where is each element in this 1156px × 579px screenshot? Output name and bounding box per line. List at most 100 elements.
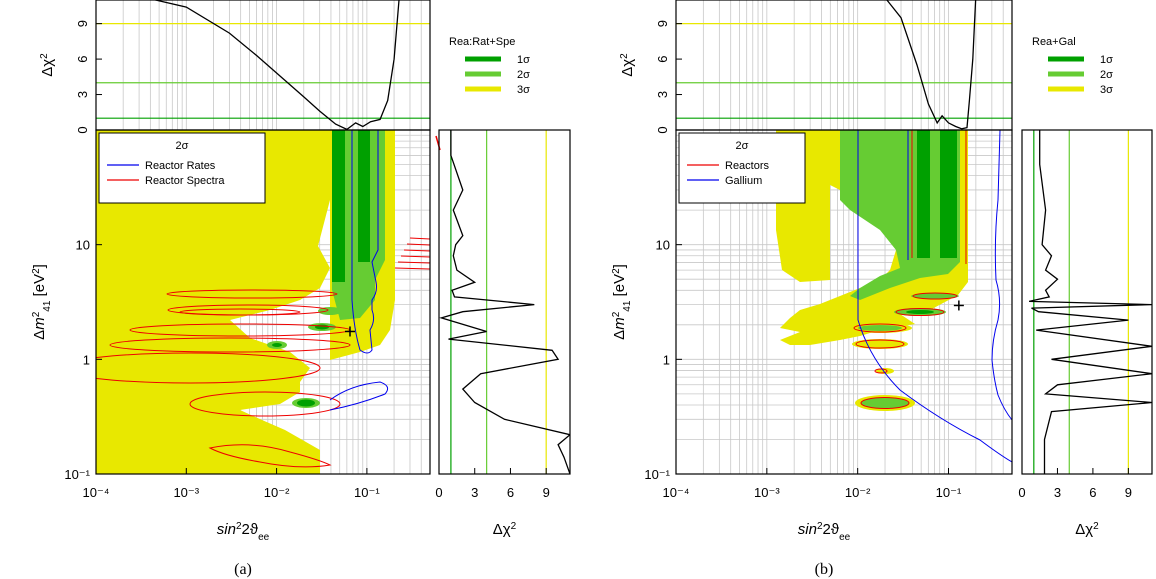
- main-legend-title: 2σ: [736, 140, 749, 152]
- panel-caption: (b): [815, 561, 834, 578]
- top-chi2-panel: [676, 0, 1012, 130]
- y-tick-label: 10: [656, 238, 670, 253]
- top-chi2-curve: [886, 0, 977, 130]
- allowed-regions: [96, 130, 430, 474]
- side-x-tick-label: 0: [1018, 485, 1025, 500]
- island-1sigma: [906, 310, 934, 314]
- side-x-tick-label: 0: [435, 485, 442, 500]
- island-2sigma: [318, 307, 342, 315]
- top-y-tick-label: 6: [655, 55, 670, 62]
- x-tick-label: 10⁻²: [264, 485, 290, 500]
- main-legend-label: Gallium: [725, 175, 762, 187]
- side-x-axis-label: Δχ2: [493, 521, 517, 539]
- side-x-tick-label: 6: [507, 485, 514, 500]
- x-tick-label: 10⁻³: [173, 485, 199, 500]
- main-y-axis-label: Δm241 [eV2]: [31, 264, 53, 340]
- reactors-contour: [855, 339, 905, 349]
- reactor-spectra-contour: [208, 444, 332, 468]
- allowed-regions: [776, 130, 1012, 463]
- confidence-legend-label: 1σ: [517, 54, 530, 66]
- side-chi2-panel: [1028, 130, 1152, 474]
- confidence-legend-title: Rea+Gal: [1032, 36, 1076, 48]
- y-tick-label: 10: [76, 238, 90, 253]
- top-y-tick-label: 3: [655, 91, 670, 98]
- top-plot-frame: [675, 0, 1013, 131]
- main-legend-label: Reactor Spectra: [145, 175, 225, 187]
- main-legend: 2σ Reactors Gallium: [678, 132, 806, 204]
- x-tick-label: 10⁻²: [845, 485, 871, 500]
- side-chi2-curve: [439, 130, 570, 474]
- side-x-axis-label: Δχ2: [1075, 521, 1099, 539]
- side-plot-frame: [438, 129, 571, 475]
- side-plot-frame: [1021, 129, 1153, 475]
- confidence-legend: Rea+Gal 1σ 2σ 3σ: [1032, 36, 1113, 96]
- panel-a: 10⁻⁴ 10⁻³ 10⁻² 10⁻¹ 10⁻¹ 1 10 0 3 6 9 0 3 6 9 Rea:Rat+S…: [31, 0, 571, 578]
- top-y-axis-label: Δχ2: [39, 53, 57, 77]
- confidence-legend-title: Rea:Rat+Spe: [449, 36, 515, 48]
- x-tick-label: 10⁻⁴: [663, 485, 690, 500]
- region-2sigma-edge: [375, 130, 385, 280]
- island-2sigma: [911, 293, 959, 299]
- gallium-contour: [991, 130, 1012, 421]
- gallium-contour: [857, 130, 1012, 463]
- top-y-tick-label: 0: [655, 126, 670, 133]
- confidence-legend-label: 1σ: [1100, 54, 1113, 66]
- side-x-tick-label: 6: [1089, 485, 1096, 500]
- top-y-axis-label: Δχ2: [619, 53, 637, 77]
- top-chi2-curve: [152, 0, 400, 130]
- reactor-spectra-contour: [179, 308, 301, 316]
- island-2sigma: [858, 325, 902, 331]
- reactor-spectra-contour: [96, 352, 321, 384]
- main-legend-label: Reactors: [725, 160, 770, 172]
- x-tick-label: 10⁻³: [754, 485, 780, 500]
- top-grid: [96, 0, 430, 130]
- x-tick-label: 10⁻¹: [936, 485, 962, 500]
- reactor-rates-contour: [351, 130, 379, 354]
- side-chi2-panel: [439, 130, 570, 474]
- main-legend-label: Reactor Rates: [145, 160, 216, 172]
- y-tick-label: 1: [663, 352, 670, 367]
- top-y-tick-label: 0: [75, 126, 90, 133]
- reactor-spectra-contour: [394, 267, 430, 270]
- reactor-spectra-contour: [189, 391, 341, 417]
- region-3sigma: [96, 130, 330, 474]
- reactors-contour: [853, 323, 907, 333]
- panel-b: 10⁻⁴ 10⁻³ 10⁻² 10⁻¹ 10⁻¹ 1 10 0 3 6 9 0 3 6 9 Rea+Gal 1σ…: [611, 0, 1153, 578]
- side-chi2-curve: [1028, 130, 1152, 474]
- x-tick-label: 10⁻⁴: [83, 485, 110, 500]
- main-legend-box: [678, 132, 806, 204]
- main-legend: 2σ Reactor Rates Reactor Spectra: [98, 132, 266, 204]
- y-tick-label: 10⁻¹: [64, 467, 90, 482]
- reactors-contour: [895, 308, 945, 316]
- side-x-tick-label: 3: [1054, 485, 1061, 500]
- reactor-spectra-contour: [166, 289, 338, 299]
- region-1sigma-b: [358, 130, 370, 262]
- y-tick-label: 10⁻¹: [644, 467, 670, 482]
- main-x-axis-label: sin22ϑee: [798, 521, 851, 543]
- top-plot-frame: [95, 0, 431, 131]
- island-2sigma: [861, 397, 909, 409]
- side-x-tick-label: 9: [1125, 485, 1132, 500]
- main-legend-box: [98, 132, 266, 204]
- main-x-axis-label: sin22ϑee: [217, 521, 270, 543]
- reactors-contour: [860, 397, 910, 409]
- reactor-spectra-contour: [400, 255, 430, 258]
- x-tick-label: 10⁻¹: [354, 485, 380, 500]
- island-1sigma: [297, 399, 315, 407]
- region-1sigma-b: [940, 130, 957, 258]
- top-grid: [676, 0, 1012, 130]
- reactor-spectra-contour: [409, 237, 430, 240]
- panel-caption: (a): [234, 561, 252, 578]
- top-chi2-panel: [96, 0, 430, 130]
- reactor-spectra-contour: [403, 249, 430, 252]
- side-x-tick-label: 3: [471, 485, 478, 500]
- main-legend-title: 2σ: [176, 140, 189, 152]
- confidence-legend-label: 2σ: [1100, 69, 1113, 81]
- y-tick-label: 1: [83, 352, 90, 367]
- island-1sigma: [272, 343, 282, 347]
- reactor-spectra-contour: [406, 243, 430, 246]
- main-y-axis-label: Δm241 [eV2]: [611, 264, 633, 340]
- reactors-contour: [874, 368, 888, 374]
